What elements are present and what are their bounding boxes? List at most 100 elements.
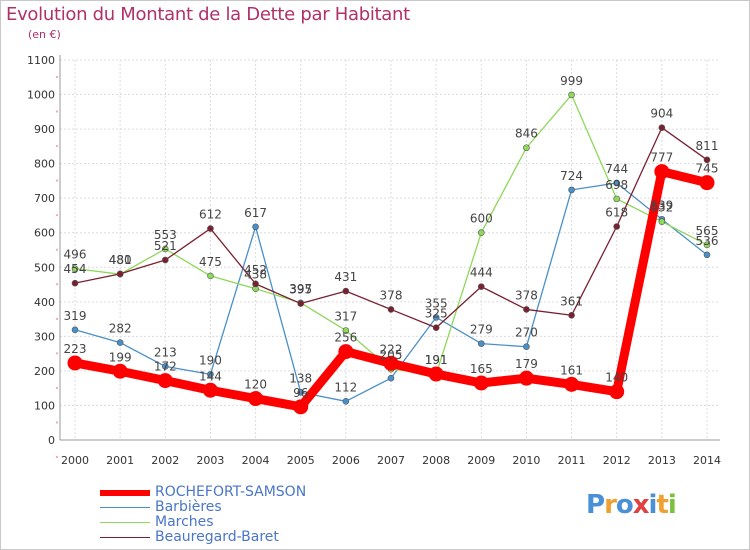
data-label-marches: 205	[380, 348, 403, 362]
data-label-barbi-res: 112	[334, 380, 357, 394]
data-label-barbi-res: 639	[650, 198, 673, 212]
data-point-beauregard-baret	[477, 283, 485, 290]
data-label-rochefort-samson: 179	[515, 357, 538, 371]
data-label-marches: 632	[650, 201, 673, 215]
logo-letter: o	[615, 490, 634, 520]
data-point-beauregard-baret	[703, 156, 711, 164]
data-point-barbi-res	[613, 179, 621, 187]
data-point-marches	[658, 218, 666, 225]
data-label-rochefort-samson: 140	[605, 371, 628, 385]
x-tick-label: 2012	[603, 454, 631, 467]
data-point-barbi-res	[432, 314, 440, 321]
data-label-marches: 480	[109, 253, 132, 267]
data-label-rochefort-samson: 256	[334, 331, 357, 345]
data-label-beauregard-baret: 481	[109, 253, 132, 267]
data-point-barbi-res	[703, 251, 711, 259]
legend-label-rochefort-samson: ROCHEFORT-SAMSON	[155, 484, 307, 500]
data-label-marches: 397	[289, 282, 312, 296]
data-label-marches: 475	[199, 255, 222, 269]
data-label-marches: 191	[425, 353, 448, 367]
data-point-barbi-res	[523, 343, 530, 351]
data-label-rochefort-samson: 222	[380, 342, 403, 356]
y-tick-label: 800	[34, 158, 55, 171]
x-tick-label: 2003	[196, 454, 224, 467]
y-tick-label: 100	[34, 399, 55, 412]
data-point-marches	[477, 229, 485, 237]
x-tick-label: 2013	[648, 454, 676, 467]
data-label-beauregard-baret: 612	[199, 208, 222, 222]
data-label-barbi-res: 279	[470, 323, 493, 337]
y-tick-label: 500	[34, 261, 55, 274]
y-tick-label: 400	[34, 296, 55, 309]
data-point-beauregard-baret	[71, 279, 79, 287]
data-label-barbi-res: 355	[425, 296, 448, 310]
data-label-beauregard-baret: 811	[696, 139, 719, 153]
y-tick-label: 900	[34, 123, 55, 136]
data-point-rochefort-samson	[383, 355, 399, 371]
data-point-beauregard-baret	[342, 287, 350, 295]
x-tick-label: 2001	[106, 454, 134, 467]
data-point-rochefort-samson	[157, 373, 173, 389]
data-point-beauregard-baret	[613, 223, 621, 230]
data-point-marches	[342, 327, 350, 334]
data-label-rochefort-samson: 223	[64, 342, 87, 356]
data-point-rochefort-samson	[473, 375, 489, 391]
data-point-beauregard-baret	[252, 280, 259, 288]
proxiti-logo: Proxiti	[586, 490, 677, 520]
data-label-beauregard-baret: 431	[334, 270, 357, 284]
data-label-beauregard-baret: 361	[560, 294, 583, 308]
logo-letter: r	[604, 490, 617, 520]
y-tick-label: 700	[34, 192, 55, 205]
legend-label-barbieres: Barbières	[155, 499, 222, 515]
x-tick-label: 2014	[693, 454, 721, 467]
data-point-beauregard-baret	[432, 324, 440, 332]
data-label-marches: 565	[696, 224, 719, 238]
data-point-marches	[703, 241, 711, 249]
x-tick-label: 2006	[332, 454, 360, 467]
data-label-barbi-res: 744	[605, 162, 628, 176]
data-point-rochefort-samson	[112, 363, 128, 379]
data-label-beauregard-baret: 904	[650, 107, 673, 121]
data-label-marches: 496	[64, 248, 87, 262]
x-tick-label: 2005	[287, 454, 315, 467]
data-label-rochefort-samson: 745	[696, 162, 719, 176]
chart-title: Evolution du Montant de la Dette par Hab…	[6, 4, 410, 25]
data-point-marches	[207, 272, 214, 280]
data-label-barbi-res: 319	[64, 309, 87, 323]
data-point-barbi-res	[297, 389, 305, 396]
data-point-barbi-res	[342, 398, 350, 405]
data-label-barbi-res: 282	[109, 322, 132, 336]
data-label-beauregard-baret: 618	[605, 206, 628, 220]
data-label-beauregard-baret: 325	[425, 307, 448, 321]
data-point-beauregard-baret	[568, 311, 575, 319]
data-label-rochefort-samson: 199	[109, 350, 132, 364]
data-label-beauregard-baret: 378	[380, 288, 403, 302]
data-point-rochefort-samson	[699, 175, 715, 191]
legend-swatch-rochefort-samson	[100, 490, 150, 496]
y-tick-label: 1000	[27, 89, 55, 102]
data-point-rochefort-samson	[293, 399, 309, 415]
x-tick-label: 2008	[422, 454, 450, 467]
data-point-barbi-res	[71, 326, 79, 334]
data-label-rochefort-samson: 777	[650, 151, 673, 165]
data-point-rochefort-samson	[202, 382, 218, 398]
data-point-rochefort-samson	[248, 391, 264, 407]
data-label-marches: 438	[244, 268, 267, 282]
data-point-barbi-res	[207, 371, 214, 378]
logo-letter: i	[648, 490, 658, 520]
data-point-beauregard-baret	[387, 306, 395, 313]
data-label-rochefort-samson: 172	[154, 360, 177, 374]
data-label-barbi-res: 138	[289, 371, 312, 385]
logo-letter: P	[586, 490, 605, 520]
data-point-rochefort-samson	[67, 355, 83, 371]
data-point-barbi-res	[116, 339, 124, 346]
x-tick-label: 2011	[558, 454, 586, 467]
data-point-rochefort-samson	[338, 344, 354, 360]
data-point-barbi-res	[387, 374, 395, 382]
data-label-barbi-res: 536	[696, 234, 719, 248]
logo-letter: i	[667, 490, 677, 520]
data-label-marches: 846	[515, 127, 538, 141]
data-point-beauregard-baret	[207, 225, 214, 232]
data-point-barbi-res	[568, 186, 575, 194]
